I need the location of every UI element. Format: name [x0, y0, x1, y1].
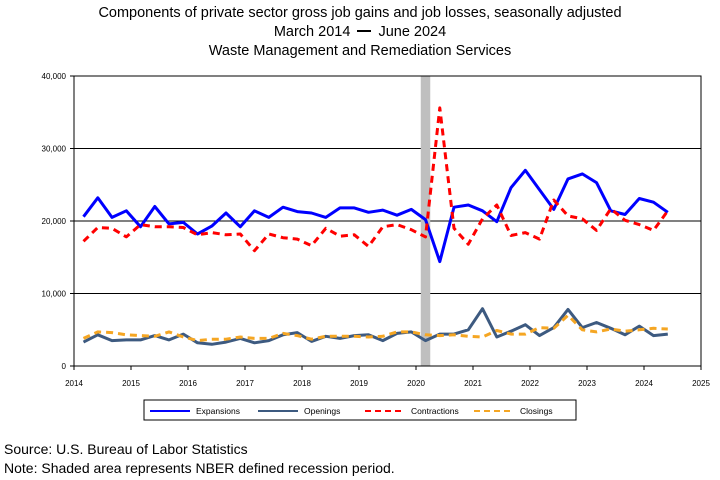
y-tick-label: 30,000	[42, 145, 67, 154]
axes: 2014 2015 2016 2017 2018 2019 2020 2021 2022 2023…	[42, 72, 711, 388]
date-range: March 2014 June 2024	[0, 23, 720, 42]
footer: Source: U.S. Bureau of Labor Statistics …	[4, 440, 395, 478]
chart-title: Components of private sector gross job g…	[98, 5, 622, 21]
x-tick-label: 2018	[293, 379, 311, 388]
x-tick-label: 2021	[464, 379, 482, 388]
y-tick-label: 10,000	[42, 290, 67, 299]
x-tick-label: 2025	[692, 379, 710, 388]
x-tick-label: 2014	[65, 379, 83, 388]
x-tick-label: 2020	[407, 379, 425, 388]
series-line-contractions	[82, 106, 670, 253]
x-tick-label: 2015	[122, 379, 140, 388]
x-tick-label: 2017	[236, 379, 254, 388]
chart-subtitle: Waste Management and Remediation Service…	[208, 43, 512, 59]
legend-box	[143, 399, 577, 421]
y-tick-label: 20,000	[42, 217, 67, 226]
x-tick-label: 2016	[179, 379, 197, 388]
legend-label-expansions: Expansions	[196, 406, 240, 416]
chart-titles: Components of private sector gross job g…	[0, 4, 720, 61]
x-tick-label: 2024	[635, 379, 653, 388]
x-tick-label: 2022	[521, 379, 539, 388]
legend-label-openings: Openings	[304, 406, 340, 416]
series-line-expansions	[82, 168, 669, 264]
series-layer	[82, 106, 670, 346]
legend: Expansions Openings Contractions Closings	[143, 399, 577, 421]
date-dash-icon	[357, 30, 372, 33]
legend-label-closings: Closings	[520, 406, 553, 416]
y-tick-label: 40,000	[42, 72, 67, 81]
date-start: March 2014	[273, 24, 351, 40]
grid-lines	[74, 148, 701, 294]
series-line-closings	[82, 313, 668, 343]
x-tick-label: 2023	[578, 379, 596, 388]
source-note: Source: U.S. Bureau of Labor Statistics	[4, 441, 248, 457]
x-tick-label: 2019	[350, 379, 368, 388]
y-tick-label: 0	[62, 362, 67, 371]
recession-note: Note: Shaded area represents NBER define…	[4, 460, 395, 476]
date-end: June 2024	[378, 24, 447, 40]
legend-label-contractions: Contractions	[411, 406, 459, 416]
